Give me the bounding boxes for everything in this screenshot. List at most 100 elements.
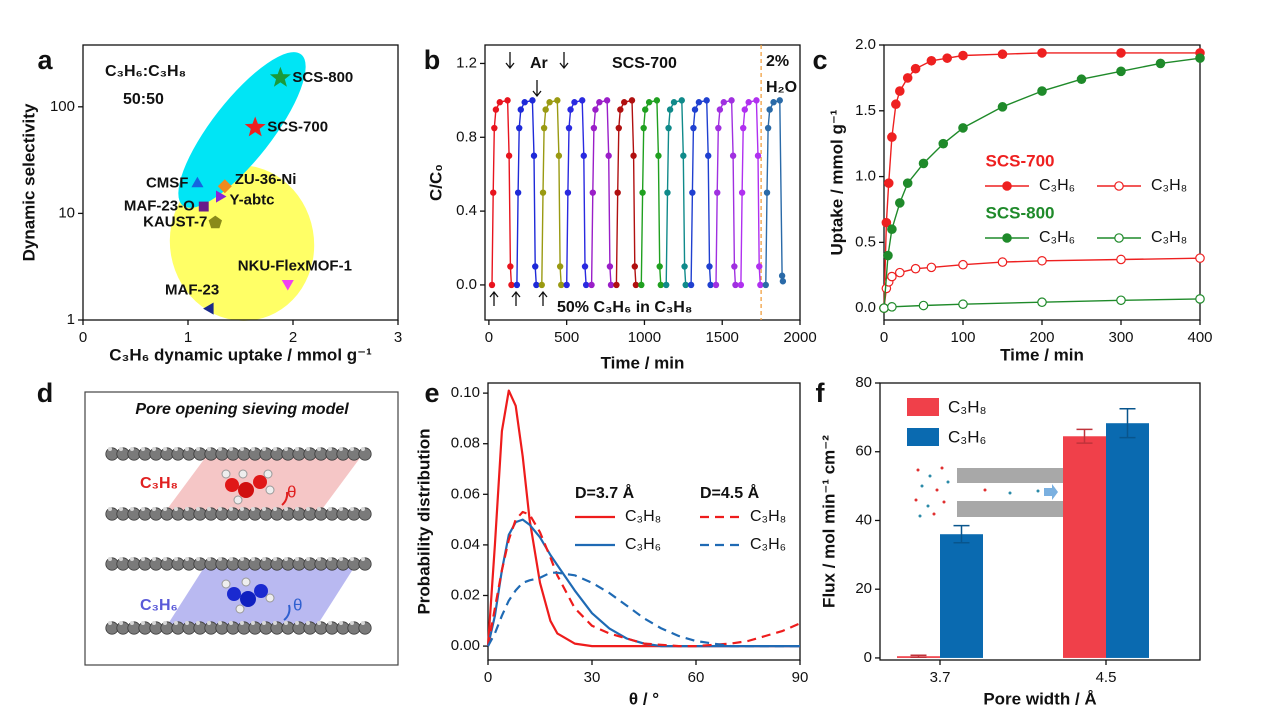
data-point [938, 138, 949, 149]
x-tick-label: 1 [184, 329, 192, 346]
carbon-atom [270, 507, 284, 521]
data-point [580, 152, 587, 159]
data-point [887, 302, 897, 312]
data-point [690, 124, 697, 132]
plot-frame [879, 382, 1201, 661]
data-point [645, 99, 653, 106]
data-point [680, 152, 687, 159]
carbon-atom [105, 621, 119, 635]
data-point [770, 99, 777, 106]
angle-label: θ [293, 595, 302, 614]
legend-swatch [907, 428, 939, 446]
x-axis-label: Pore width / Å [983, 689, 1096, 708]
y-tick-label: 0.4 [456, 202, 477, 219]
carbon-atom [325, 447, 339, 461]
y-tick-label: 0.06 [451, 485, 480, 502]
data-point [621, 99, 628, 106]
point-label: NKU-FlexMOF-1 [238, 257, 352, 274]
data-point [958, 50, 968, 61]
carbon-atom [314, 447, 328, 461]
arrow [505, 52, 515, 70]
y-tick-label: 0.5 [855, 233, 876, 250]
atom [263, 469, 273, 479]
data-point [737, 281, 745, 289]
data-point [879, 303, 889, 313]
data-point [918, 300, 929, 311]
carbon-atom [270, 621, 284, 635]
data-point [682, 281, 689, 289]
atom-highlight [262, 507, 266, 511]
atom-highlight [229, 557, 233, 561]
atom-highlight [196, 557, 200, 561]
data-point [565, 124, 573, 132]
carbon-atom [171, 507, 185, 521]
bar [940, 534, 983, 658]
carbon-atom [325, 507, 339, 521]
carbon-atom [182, 557, 196, 571]
atom-highlight [130, 447, 134, 451]
dot [946, 480, 950, 484]
atom-highlight [284, 447, 288, 451]
annotation: 50% C₃H₆ in C₃H₈ [557, 299, 692, 316]
atom-highlight [185, 621, 189, 625]
data-point [887, 224, 897, 235]
arrow [538, 290, 548, 306]
y-tick-label: 0.04 [451, 536, 480, 553]
carbon-atom [259, 621, 273, 635]
data-point [488, 281, 496, 289]
y-tick-label: 0.00 [451, 637, 480, 654]
carbon-atom [226, 507, 240, 521]
dot [932, 512, 936, 516]
bar [1063, 436, 1106, 658]
dot [940, 466, 944, 470]
data-point [1116, 295, 1126, 306]
data-point [508, 281, 515, 289]
atom-highlight [251, 621, 255, 625]
carbon-atom [336, 507, 350, 521]
data-point [926, 262, 937, 273]
atom-highlight [229, 447, 233, 451]
arrow [511, 290, 521, 306]
carbon-atom [281, 447, 295, 461]
atom-highlight [207, 447, 211, 451]
atom-highlight [339, 621, 343, 625]
atom-highlight [229, 621, 233, 625]
y-axis-label: Dynamic selectivity [19, 103, 38, 261]
data-point [496, 99, 503, 106]
data-point [703, 97, 710, 104]
carbon-atom [160, 557, 174, 571]
y-axis-label: Flux / mol min⁻¹ cm⁻² [819, 435, 838, 608]
atom [253, 475, 267, 489]
flow-arrow [1044, 484, 1058, 500]
carbon-atom [182, 447, 196, 461]
data-point [745, 99, 752, 106]
data-point [887, 132, 897, 142]
x-tick-label: 2 [289, 329, 297, 346]
data-point [756, 263, 763, 270]
carbon-atom [138, 447, 152, 461]
y-tick-label: 40 [855, 511, 872, 528]
data-point [1037, 255, 1047, 266]
data-point [603, 97, 611, 104]
carbon-atom [270, 447, 284, 461]
carbon-atom [248, 621, 262, 635]
x-tick-label: 300 [1108, 329, 1133, 346]
legend-marker [1114, 181, 1124, 191]
atom-highlight [350, 557, 354, 561]
atom-highlight [240, 621, 244, 625]
atom-highlight [207, 557, 211, 561]
carbon-atom [226, 557, 240, 571]
carbon-atom [303, 447, 317, 461]
atom [238, 469, 248, 479]
atom-highlight [152, 557, 156, 561]
atom-highlight [328, 447, 332, 451]
atom-highlight [218, 621, 222, 625]
atom [235, 604, 245, 614]
data-point [894, 267, 905, 278]
data-point [617, 106, 624, 113]
dot [983, 488, 987, 492]
data-point [778, 272, 786, 279]
carbon-atom [248, 447, 262, 461]
x-tick-label: 200 [1029, 329, 1054, 346]
